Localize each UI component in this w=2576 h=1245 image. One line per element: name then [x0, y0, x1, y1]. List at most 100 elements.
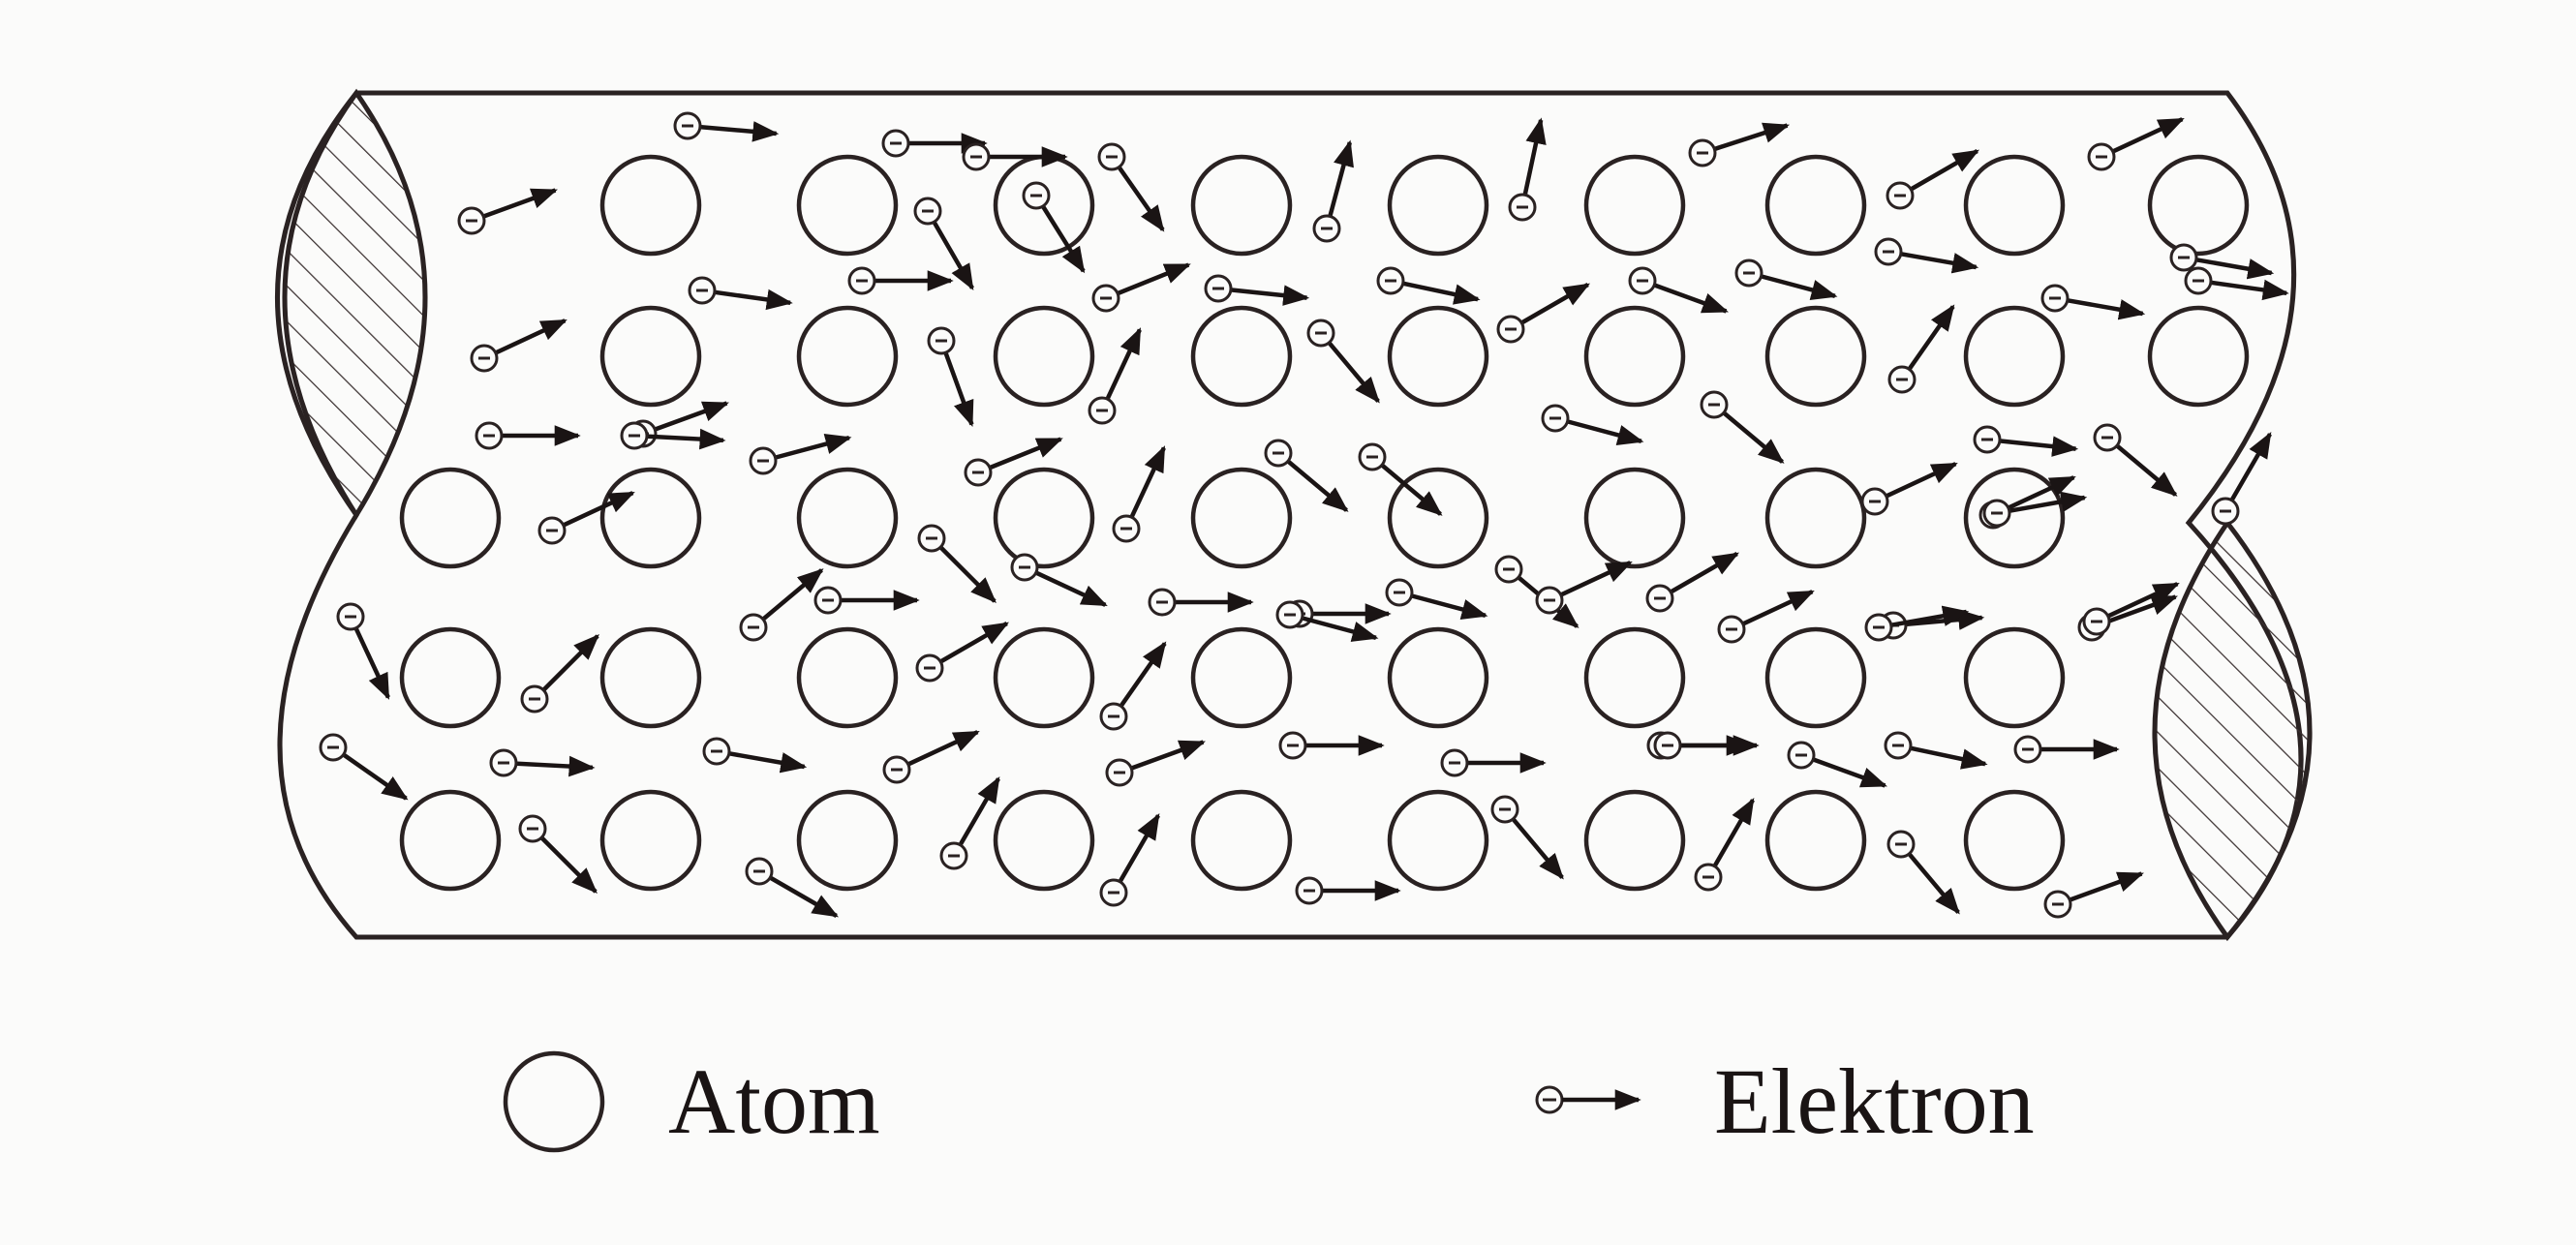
electron [1376, 266, 1481, 305]
electron [1148, 588, 1254, 617]
electron [1306, 319, 1380, 404]
electron [1982, 491, 2088, 528]
atom [1963, 789, 2066, 892]
atom-lattice [399, 154, 2250, 892]
electron [688, 276, 793, 311]
atom [1190, 467, 1293, 569]
electron [1645, 552, 1740, 613]
electron [2043, 871, 2144, 919]
electron [1653, 731, 1760, 760]
electron [702, 737, 808, 774]
electron [847, 266, 954, 295]
atom [796, 626, 899, 729]
atom [1387, 626, 1489, 729]
electron [1734, 258, 1838, 300]
left-cross-section [282, 88, 428, 520]
electron [537, 491, 635, 545]
electron [489, 748, 596, 777]
atom [993, 626, 1095, 729]
electron [336, 602, 390, 700]
electron [470, 319, 567, 373]
atom [1387, 467, 1489, 569]
electron [1112, 445, 1166, 543]
atom [599, 154, 702, 257]
electron [1541, 404, 1644, 445]
electron [1886, 830, 1960, 915]
electron [1860, 462, 1958, 516]
electron [882, 730, 980, 784]
electron [1688, 122, 1791, 167]
atom [1190, 789, 1293, 892]
atom [599, 626, 702, 729]
electron [917, 524, 997, 603]
electron-cloud [319, 111, 2289, 919]
electron [1973, 425, 2079, 457]
electron [881, 129, 988, 158]
electron [749, 434, 852, 475]
electron [1535, 561, 1633, 615]
electron [520, 634, 599, 714]
electron [2184, 266, 2289, 301]
electron [1700, 390, 1785, 464]
atom [1387, 305, 1489, 408]
electron [1312, 139, 1354, 243]
atom [1764, 305, 1867, 408]
electron [813, 586, 920, 615]
electron [915, 622, 1010, 683]
electron [1099, 812, 1160, 907]
electron [1358, 442, 1443, 516]
atom [599, 305, 702, 408]
electron [2169, 243, 2275, 280]
atom [2147, 154, 2250, 257]
electron [745, 857, 840, 918]
electron [1097, 142, 1165, 232]
electron [1275, 600, 1379, 642]
electron [1264, 439, 1349, 512]
atom [796, 305, 899, 408]
atom [599, 789, 702, 892]
atom [399, 626, 502, 729]
electron [2087, 117, 2185, 171]
electron [2211, 431, 2272, 526]
electron [1694, 797, 1755, 892]
atom [1583, 305, 1686, 408]
legend-electron-icon [1535, 1085, 1641, 1114]
atom [1387, 789, 1489, 892]
electron [2093, 423, 2178, 497]
atom [1963, 467, 2066, 569]
atom [993, 467, 1095, 569]
atom [1583, 789, 1686, 892]
atom [1764, 626, 1867, 729]
electron [1022, 181, 1086, 274]
atom [1190, 305, 1293, 408]
right-cross-section [2152, 518, 2313, 942]
electron [1874, 237, 1979, 274]
electron [1440, 748, 1547, 777]
atom [993, 789, 1095, 892]
atom [796, 467, 899, 569]
legend: Atom Elektron [503, 1049, 2035, 1153]
electron [1010, 553, 1108, 607]
electron [1295, 876, 1401, 905]
electron [1884, 731, 1988, 770]
electron [1787, 741, 1887, 788]
electron [457, 188, 558, 235]
atom [1190, 626, 1293, 729]
atom [1963, 626, 2066, 729]
atom [2147, 305, 2250, 408]
legend-atom-label: Atom [668, 1049, 880, 1153]
electron [2013, 735, 2120, 764]
atom [1190, 154, 1293, 257]
atom [399, 467, 502, 569]
electron [518, 814, 598, 894]
electron [1105, 740, 1206, 787]
electron [620, 421, 726, 450]
electron [673, 111, 780, 142]
atom [1764, 789, 1867, 892]
electron [739, 568, 824, 642]
electron [1508, 117, 1547, 222]
electron [2082, 582, 2180, 636]
atom [1583, 467, 1686, 569]
